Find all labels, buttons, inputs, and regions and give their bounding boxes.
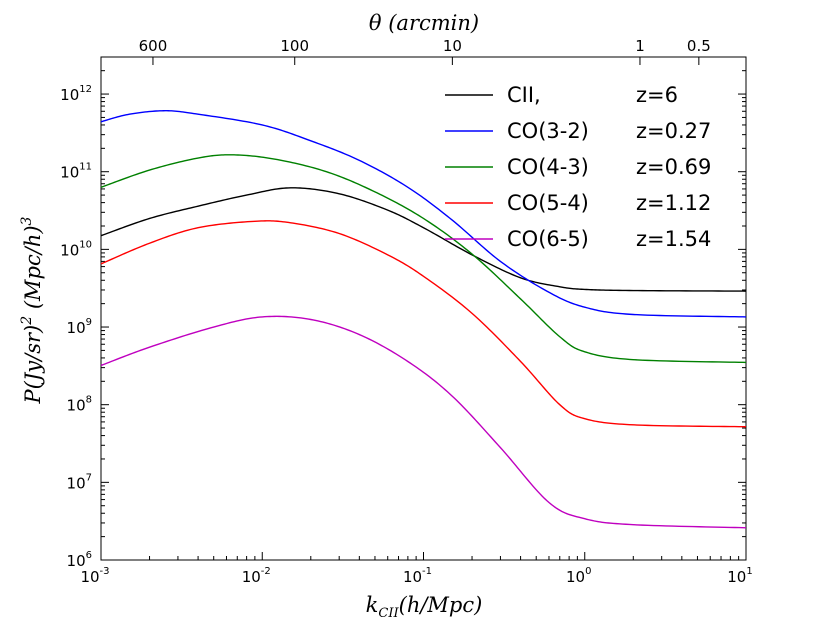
y-axis-title: P(Jy/sr)2 (Mpc/h)3 bbox=[19, 216, 45, 404]
x-axis-title: kCII(h/Mpc) bbox=[366, 593, 483, 621]
y-tick-label: 106 bbox=[67, 550, 92, 570]
y-tick-label: 107 bbox=[67, 472, 92, 492]
legend-redshift: z=0.69 bbox=[636, 155, 711, 179]
y-tick-label: 1011 bbox=[60, 162, 92, 182]
legend-series-name: CO(6-5) bbox=[507, 227, 589, 251]
y-tick-label: 1010 bbox=[60, 239, 92, 259]
legend-redshift: z=1.54 bbox=[636, 227, 711, 251]
series-line bbox=[101, 316, 746, 527]
series-line bbox=[101, 221, 746, 427]
legend-redshift: z=1.12 bbox=[636, 191, 711, 215]
top-tick-label: 0.5 bbox=[687, 37, 711, 55]
legend-series-name: CII, bbox=[507, 83, 541, 107]
legend: CII, z=6 CO(3-2) z=0.27 CO(4-3) z=0.69 CO(5-4)… bbox=[445, 83, 711, 251]
legend-series-name: CO(4-3) bbox=[507, 155, 589, 179]
top-tick-label: 1 bbox=[635, 37, 645, 55]
top-tick-label: 600 bbox=[139, 37, 168, 55]
legend-series-name: CO(3-2) bbox=[507, 119, 589, 143]
top-tick-label: 100 bbox=[280, 37, 309, 55]
y-tick-label: 108 bbox=[67, 395, 92, 415]
x-tick-label: 100 bbox=[566, 566, 591, 586]
power-spectrum-chart: CII, z=6 CO(3-2) z=0.27 CO(4-3) z=0.69 CO(5-4)… bbox=[0, 0, 830, 623]
top-axis-title: θ (arcmin) bbox=[369, 11, 479, 35]
x-tick-label: 101 bbox=[727, 566, 752, 586]
x-tick-label: 10-2 bbox=[242, 566, 271, 586]
y-tick-label: 109 bbox=[67, 317, 92, 337]
legend-redshift: z=0.27 bbox=[636, 119, 711, 143]
x-tick-label: 10-1 bbox=[403, 566, 432, 586]
legend-series-name: CO(5-4) bbox=[507, 191, 589, 215]
top-tick-label: 10 bbox=[443, 37, 462, 55]
y-tick-label: 1012 bbox=[60, 84, 92, 104]
legend-redshift: z=6 bbox=[636, 83, 678, 107]
